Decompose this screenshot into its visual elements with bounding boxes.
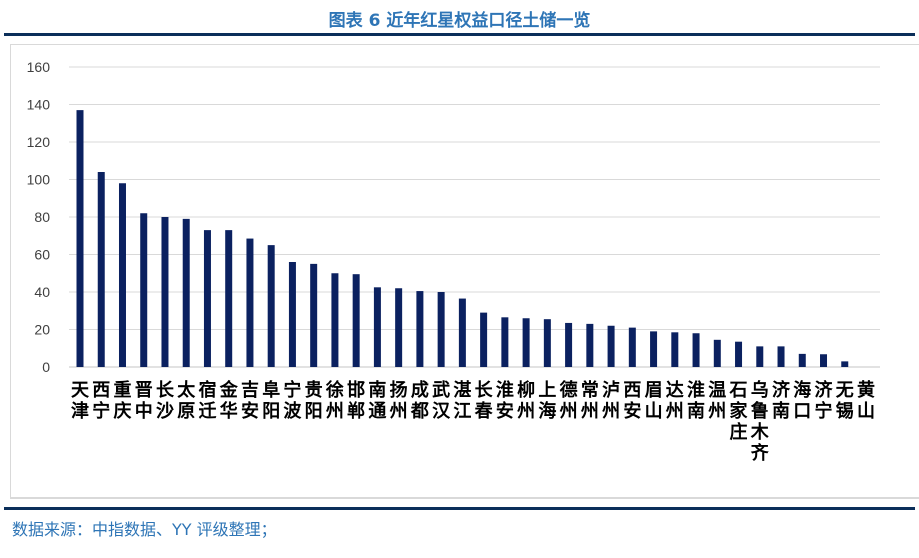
bar-西安	[628, 327, 636, 367]
bar-上海	[543, 319, 551, 367]
bar-淮南	[692, 333, 700, 367]
bar-邯郸	[352, 274, 360, 367]
x-tick-label: 柳州	[516, 379, 535, 422]
x-tick-label: 上海	[538, 380, 556, 422]
bar-德州	[565, 322, 573, 367]
bar-重庆	[118, 183, 126, 367]
bar-湛江	[458, 298, 466, 367]
x-tick-label: 乌鲁木齐	[750, 379, 770, 464]
bar-南通	[373, 287, 381, 367]
bar-宁波	[288, 262, 296, 367]
bar-贵阳	[310, 263, 318, 367]
x-tick-label: 泸州	[601, 380, 620, 422]
y-tick-label: 120	[27, 134, 51, 150]
x-tick-label: 天津	[71, 380, 90, 422]
x-tick-label: 宿迁	[198, 379, 216, 422]
x-tick-label: 邯郸	[347, 379, 365, 422]
bar-武汉	[437, 292, 445, 367]
x-tick-label: 温州	[707, 380, 726, 422]
bar-济宁	[820, 354, 828, 367]
bar-海口	[798, 353, 806, 367]
chart-frame	[10, 44, 919, 498]
bar-淮安	[501, 317, 509, 367]
chart-title: 图表 6 近年红星权益口径土储一览	[328, 11, 591, 31]
x-tick-label: 常州	[580, 379, 599, 422]
bar-无锡	[841, 361, 849, 367]
y-tick-label: 140	[27, 97, 51, 113]
x-tick-label: 海口	[793, 379, 811, 422]
x-tick-label: 扬州	[389, 379, 408, 422]
x-tick-label: 淮安	[496, 379, 514, 422]
x-tick-label: 德州	[559, 379, 578, 422]
y-tick-label: 20	[34, 322, 50, 338]
x-tick-label: 太原	[177, 379, 196, 422]
x-tick-label: 金华	[219, 379, 239, 422]
x-tick-label: 石家庄	[729, 380, 749, 443]
bar-扬州	[395, 288, 403, 367]
bar-太原	[182, 218, 190, 367]
bar-阜阳	[267, 245, 275, 367]
source-divider	[4, 507, 915, 510]
y-tick-label: 100	[27, 172, 51, 188]
x-tick-label: 吉安	[241, 379, 259, 422]
bar-乌鲁木齐	[756, 346, 764, 367]
x-tick-label: 阜阳	[262, 379, 280, 422]
x-tick-label: 黄山	[857, 379, 875, 422]
x-tick-label: 成都	[410, 379, 429, 422]
y-tick-label: 80	[34, 209, 50, 225]
x-tick-label: 西安	[623, 380, 641, 422]
bar-常州	[586, 323, 594, 367]
bar-吉安	[246, 238, 254, 367]
bar-长春	[480, 312, 488, 367]
y-tick-label: 40	[34, 284, 50, 300]
y-tick-label: 160	[27, 59, 51, 75]
x-tick-label: 晋中	[135, 380, 153, 422]
x-tick-label: 武汉	[432, 380, 451, 422]
bar-温州	[713, 339, 721, 367]
bar-成都	[416, 291, 424, 367]
x-tick-label: 西宁	[92, 380, 110, 422]
bar-柳州	[522, 318, 530, 367]
bar-西宁	[97, 172, 105, 367]
source-note: 数据来源：中指数据、YY 评级整理；	[12, 520, 277, 539]
x-tick-label: 淮南	[687, 379, 705, 422]
bar-晋中	[140, 213, 148, 367]
bar-达州	[671, 332, 679, 367]
bar-长沙	[161, 217, 169, 367]
title-divider	[4, 33, 915, 36]
y-tick-label: 0	[42, 359, 50, 375]
x-tick-label: 重庆	[113, 379, 131, 422]
x-tick-label: 长春	[475, 380, 494, 422]
x-tick-label: 济宁	[815, 379, 834, 422]
bar-宿迁	[203, 230, 211, 367]
x-tick-label: 湛江	[453, 379, 471, 422]
bar-石家庄	[735, 341, 743, 367]
x-tick-label: 宁波	[283, 379, 302, 422]
bar-金华	[225, 230, 233, 367]
bar-天津	[76, 110, 84, 367]
x-tick-label: 济南	[772, 379, 791, 422]
y-tick-label: 60	[34, 247, 50, 263]
x-tick-label: 长沙	[156, 380, 175, 422]
x-tick-label: 贵阳	[305, 380, 323, 422]
bar-济南	[777, 346, 785, 367]
x-tick-label: 南通	[368, 379, 386, 422]
x-tick-label: 徐州	[325, 379, 344, 422]
x-tick-label: 眉山	[645, 380, 663, 422]
x-tick-label: 达州	[665, 379, 684, 422]
bar-徐州	[331, 273, 339, 367]
bar-眉山	[650, 331, 658, 367]
bar-泸州	[607, 325, 615, 367]
bar-chart: 0 20 40 60 80 100 120 140 160 天津西宁重庆晋中长沙太原宿迁金华吉安阜…	[27, 59, 880, 464]
x-tick-label: 无锡	[836, 380, 854, 422]
